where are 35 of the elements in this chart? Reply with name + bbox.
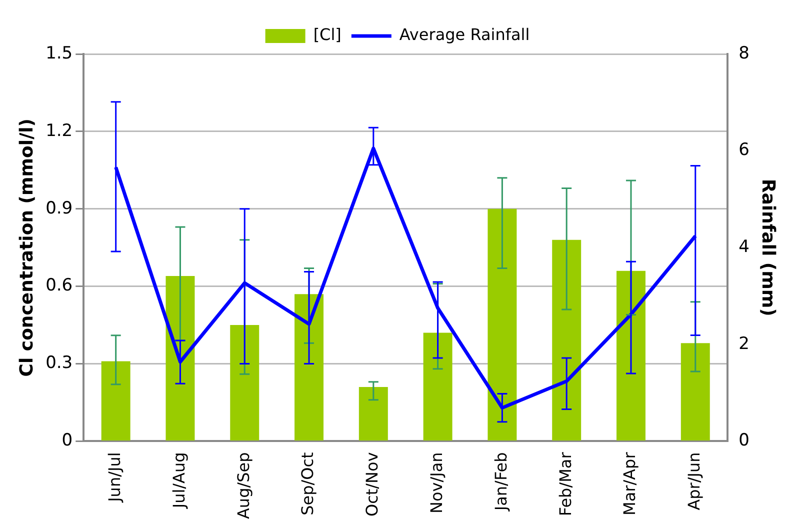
bar <box>552 240 582 440</box>
y2-axis-title: Rainfall (mm) <box>758 178 779 316</box>
bar <box>358 387 388 440</box>
x-tick-label: Mar/Apr <box>620 452 640 516</box>
legend-label: [Cl] <box>313 25 342 44</box>
x-tick-label: Feb/Mar <box>556 452 575 516</box>
x-tick-label: Aug/Sep <box>234 452 253 520</box>
x-tick-label: Apr/Jun <box>684 452 704 510</box>
y2-tick-label: 6 <box>738 140 750 160</box>
x-tick-label: Nov/Jan <box>426 452 446 514</box>
y-axis-title: Cl concentration (mmol/l) <box>16 118 38 377</box>
y2-tick-label: 0 <box>738 430 750 451</box>
bar <box>680 343 710 440</box>
y2-tick-label: 8 <box>738 43 750 64</box>
y-tick-label: 0.3 <box>46 353 73 374</box>
legend-label: Average Rainfall <box>399 25 530 44</box>
y-tick-label: 0.9 <box>46 198 73 218</box>
bar <box>616 270 646 440</box>
bar <box>230 325 260 440</box>
x-tick-label: Sep/Oct <box>298 452 318 516</box>
x-tick-label: Jan/Feb <box>491 452 510 512</box>
x-tick-label: Jun/Jul <box>104 452 124 503</box>
y-tick-label: 1.2 <box>46 120 73 141</box>
y-tick-label: 0 <box>62 430 73 451</box>
y-tick-label: 0.6 <box>46 276 73 296</box>
bar <box>101 361 130 440</box>
y-tick-label: 1.5 <box>46 43 73 64</box>
x-tick-label: Jul/Aug <box>169 452 188 510</box>
x-tick-label: Oct/Nov <box>362 452 382 516</box>
bar <box>423 332 452 440</box>
y2-tick-label: 4 <box>738 237 750 258</box>
y2-tick-label: 2 <box>738 334 750 354</box>
bar <box>166 276 195 440</box>
bar <box>488 208 517 440</box>
bar <box>294 294 324 440</box>
